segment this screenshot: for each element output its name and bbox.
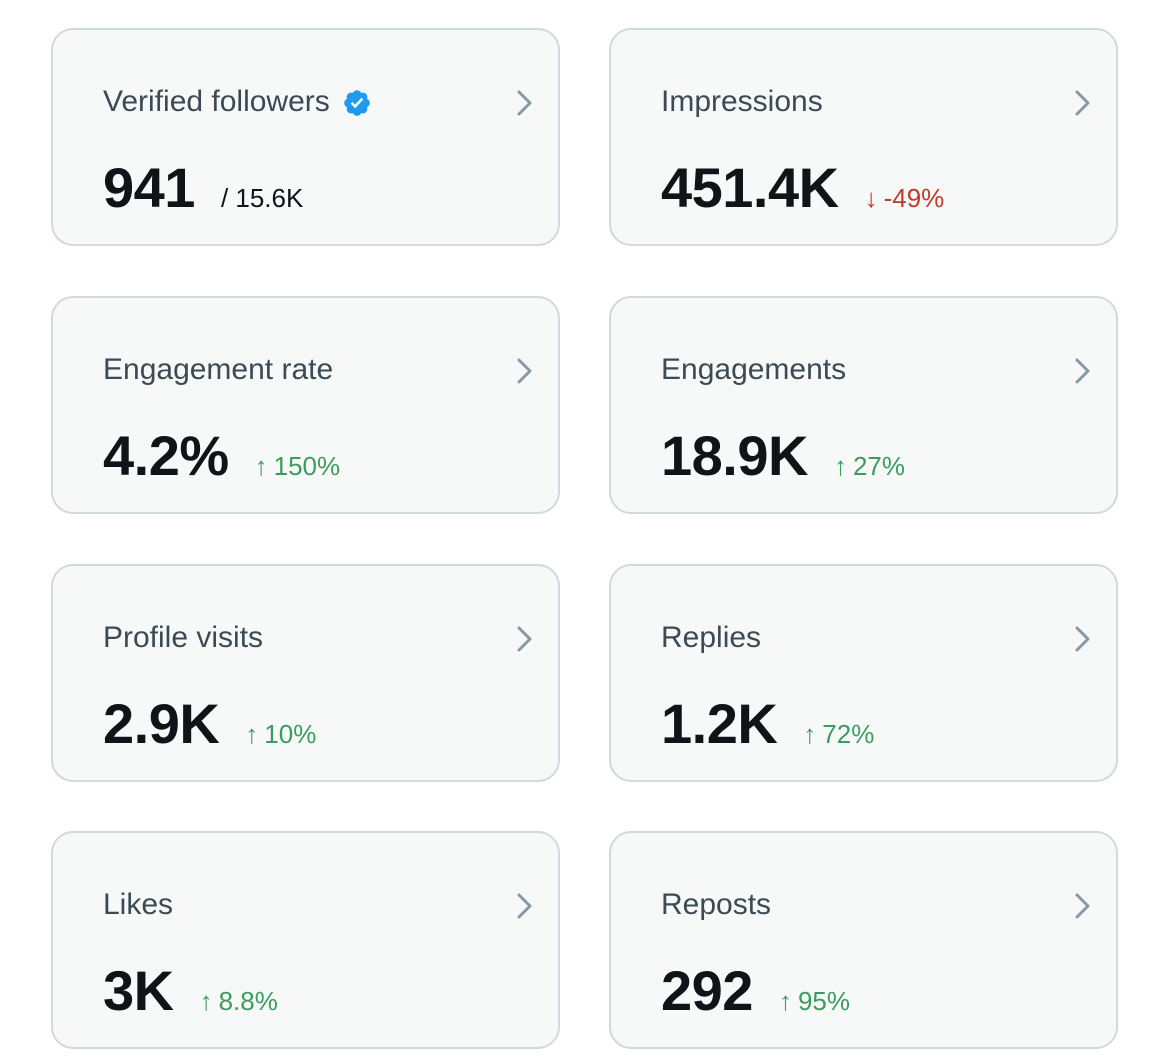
card-title-label: Replies (661, 621, 762, 654)
value-row: 2.9K ↑ 10% (103, 694, 316, 754)
arrow-up-icon: ↑ (803, 719, 817, 749)
value-row: 1.2K ↑ 72% (661, 694, 874, 754)
arrow-up-icon: ↑ (778, 986, 792, 1016)
metric-change-value: 10% (264, 719, 317, 749)
value-row: 3K ↑ 8.8% (103, 961, 278, 1021)
metric-change: ↑ 27% (834, 451, 905, 482)
metric-change-value: 95% (797, 986, 850, 1016)
metric-change: ↑ 95% (779, 986, 850, 1017)
chevron-right-icon (514, 356, 536, 386)
metric-card-engagements[interactable]: Engagements 18.9K ↑ 27% (609, 296, 1118, 514)
card-title: Profile visits (103, 620, 263, 656)
card-title: Impressions (661, 84, 823, 120)
card-title-label: Reposts (661, 888, 772, 921)
arrow-up-icon: ↑ (254, 451, 268, 481)
metric-change: ↑ 150% (255, 451, 341, 482)
chevron-right-icon (1072, 88, 1094, 118)
chevron-right-icon (1072, 624, 1094, 654)
metric-card-engagement-rate[interactable]: Engagement rate 4.2% ↑ 150% (51, 296, 560, 514)
chevron-right-icon (514, 891, 536, 921)
metric-value: 18.9K (661, 424, 808, 487)
metric-total: / 15.6K (220, 183, 304, 213)
chevron-right-icon (1072, 356, 1094, 386)
metric-value: 1.2K (661, 692, 778, 755)
metric-change: ↑ 8.8% (200, 986, 278, 1017)
card-title-label: Engagement rate (103, 353, 334, 386)
metric-value: 941 (103, 156, 195, 219)
metric-card-likes[interactable]: Likes 3K ↑ 8.8% (51, 831, 560, 1049)
value-row: 18.9K ↑ 27% (661, 426, 905, 486)
value-row: 941 / 15.6K (103, 158, 303, 218)
metric-value: 4.2% (103, 424, 229, 487)
metric-card-impressions[interactable]: Impressions 451.4K ↓ -49% (609, 28, 1118, 246)
card-title: Engagements (661, 352, 846, 388)
card-title-label: Likes (103, 888, 174, 921)
chevron-right-icon (514, 624, 536, 654)
metric-value: 292 (661, 959, 753, 1022)
chevron-right-icon (514, 88, 536, 118)
metric-value: 3K (103, 959, 174, 1022)
metric-card-replies[interactable]: Replies 1.2K ↑ 72% (609, 564, 1118, 782)
card-title-label: Verified followers (103, 85, 330, 118)
metric-change-value: -49% (883, 183, 945, 213)
card-title: Replies (661, 620, 761, 656)
verified-badge-icon (342, 88, 372, 118)
card-title: Engagement rate (103, 352, 333, 388)
value-row: 292 ↑ 95% (661, 961, 850, 1021)
arrow-up-icon: ↑ (199, 986, 213, 1016)
metric-change-value: 27% (852, 451, 905, 481)
metric-change: ↑ 10% (245, 719, 316, 750)
card-title: Reposts (661, 887, 771, 923)
arrow-up-icon: ↑ (833, 451, 847, 481)
card-title: Verified followers (103, 84, 372, 120)
metric-change: ↓ -49% (865, 183, 945, 214)
metric-change: ↑ 72% (803, 719, 874, 750)
metric-card-reposts[interactable]: Reposts 292 ↑ 95% (609, 831, 1118, 1049)
chevron-right-icon (1072, 891, 1094, 921)
card-title-label: Impressions (661, 85, 823, 118)
value-row: 4.2% ↑ 150% (103, 426, 340, 486)
arrow-up-icon: ↑ (245, 719, 259, 749)
card-title-label: Engagements (661, 353, 847, 386)
arrow-down-icon: ↓ (864, 183, 878, 213)
value-row: 451.4K ↓ -49% (661, 158, 944, 218)
metric-value: 451.4K (661, 156, 839, 219)
metric-change-value: 72% (822, 719, 875, 749)
metric-card-profile-visits[interactable]: Profile visits 2.9K ↑ 10% (51, 564, 560, 782)
metric-value: 2.9K (103, 692, 220, 755)
card-title-label: Profile visits (103, 621, 264, 654)
metric-card-verified-followers[interactable]: Verified followers 941 / 15.6K (51, 28, 560, 246)
card-title: Likes (103, 887, 173, 923)
metric-change-value: 150% (273, 451, 341, 481)
metric-change-value: 8.8% (218, 986, 278, 1016)
